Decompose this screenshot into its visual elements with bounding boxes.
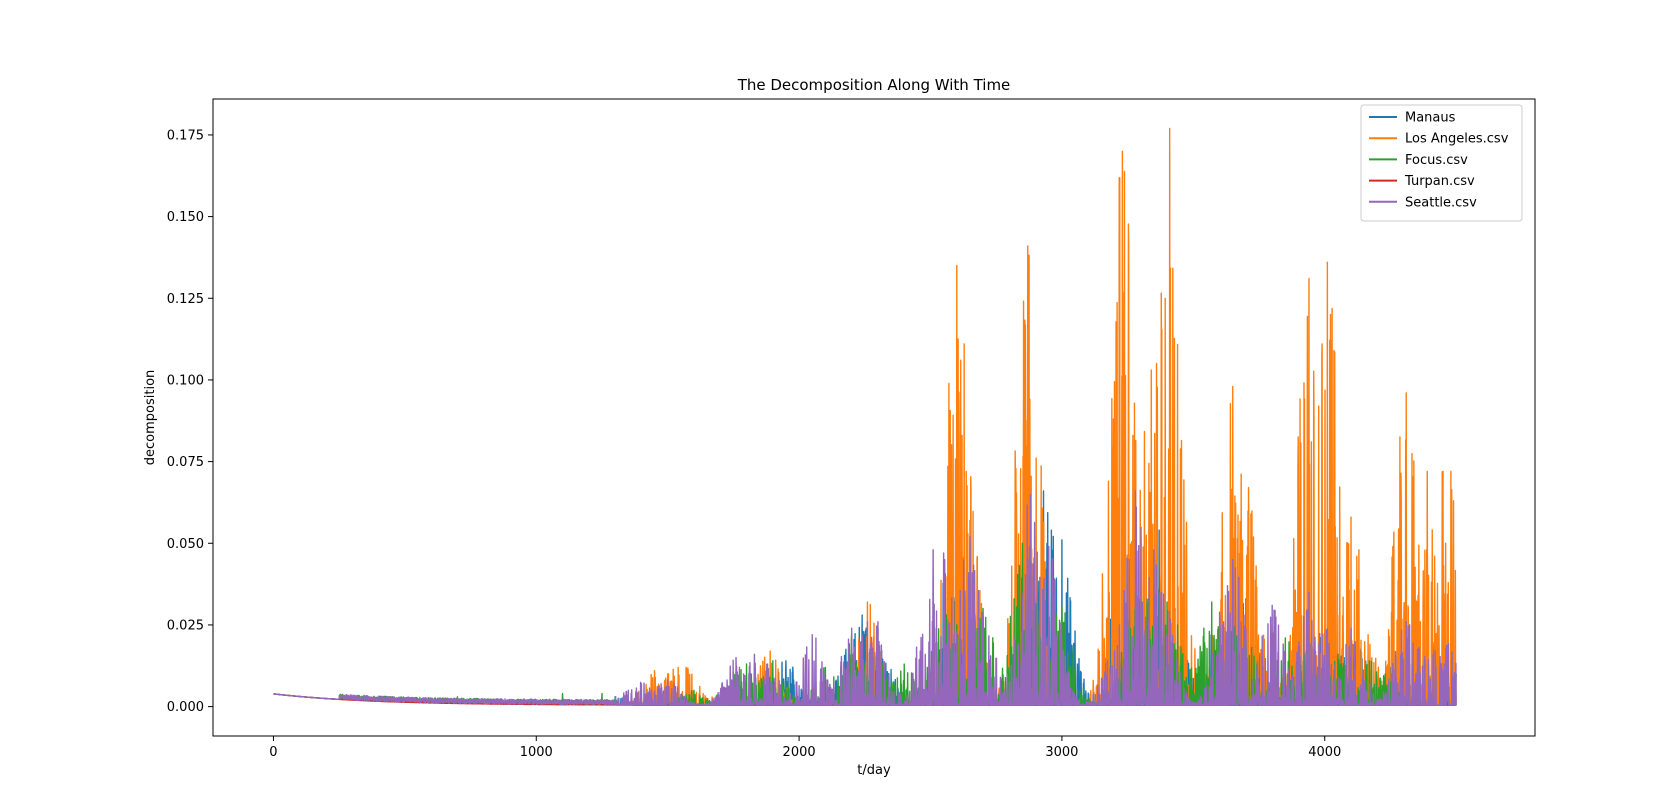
plot-area [212, 98, 1536, 737]
y-tick-label: 0.025 [167, 618, 204, 633]
x-tick-label: 3000 [1045, 745, 1078, 760]
legend-label: Manaus [1405, 111, 1456, 126]
series-line-seattle-csv [273, 490, 1457, 706]
y-tick-label: 0.050 [167, 537, 204, 552]
legend-box [1360, 104, 1523, 222]
series-layer [273, 127, 1457, 706]
legend-label: Seattle.csv [1405, 195, 1477, 210]
x-axis-label: t/day [857, 763, 891, 778]
y-tick-label: 0.000 [167, 700, 204, 715]
legend-label: Los Angeles.csv [1405, 132, 1509, 147]
x-tick-label: 2000 [783, 745, 816, 760]
y-tick-label: 0.175 [167, 128, 204, 143]
y-tick-label: 0.125 [167, 292, 204, 307]
x-axis: 0 1000 2000 3000 4000 [269, 736, 1341, 760]
y-axis: 0.000 0.025 0.050 0.075 0.100 0.125 0.150 0.175 [167, 128, 213, 715]
x-tick-label: 4000 [1308, 745, 1341, 760]
legend: Manaus Los Angeles.csv Focus.csv Turpan.csv… [1360, 104, 1523, 222]
x-tick-label: 1000 [520, 745, 553, 760]
chart-title: The Decomposition Along With Time [737, 76, 1011, 94]
legend-label: Turpan.csv [1404, 174, 1475, 189]
series-line-los-angeles-csv [273, 127, 1457, 706]
y-tick-label: 0.075 [167, 455, 204, 470]
y-tick-label: 0.100 [167, 373, 204, 388]
legend-label: Focus.csv [1405, 153, 1468, 168]
y-tick-label: 0.150 [167, 210, 204, 225]
x-tick-label: 0 [269, 745, 277, 760]
y-axis-label: decomposition [143, 370, 158, 466]
